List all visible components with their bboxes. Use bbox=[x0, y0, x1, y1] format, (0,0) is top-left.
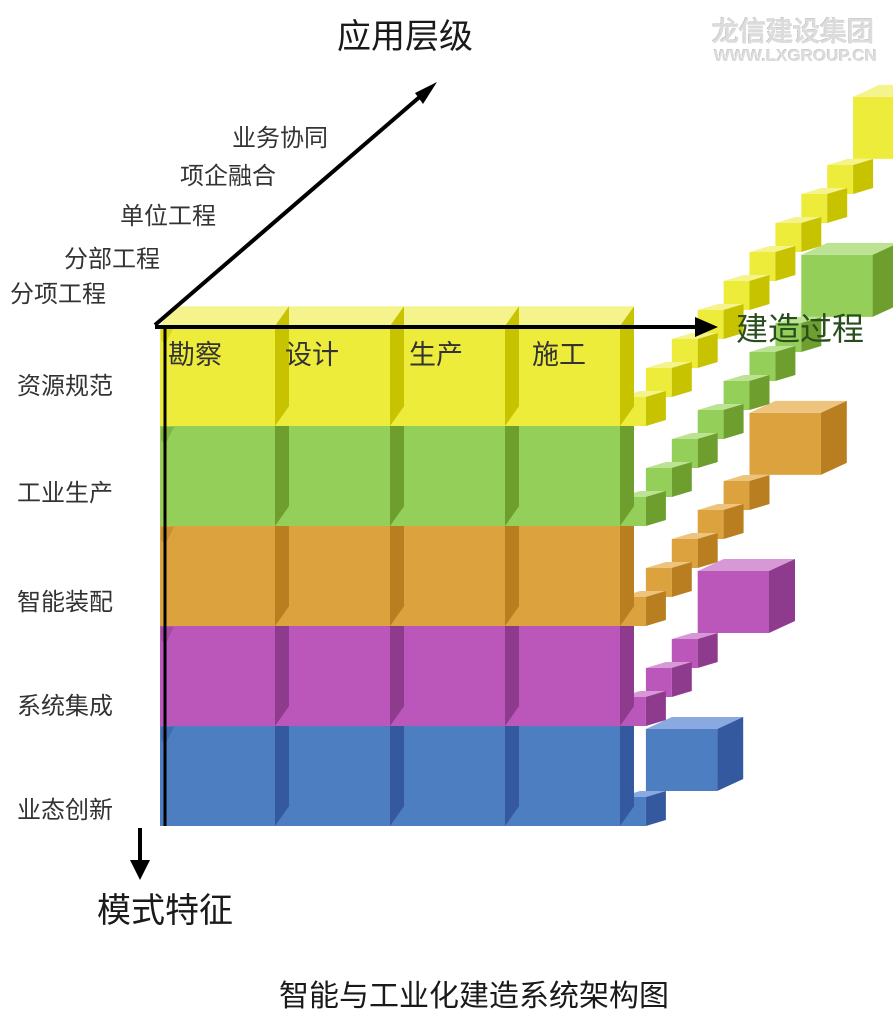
svg-text:智能与工业化建造系统架构图: 智能与工业化建造系统架构图 bbox=[279, 980, 669, 1013]
svg-text:工业生产: 工业生产 bbox=[17, 480, 113, 507]
svg-text:施工: 施工 bbox=[532, 340, 586, 370]
svg-text:业态创新: 业态创新 bbox=[17, 797, 113, 824]
svg-text:系统集成: 系统集成 bbox=[17, 693, 113, 720]
svg-text:项企融合: 项企融合 bbox=[180, 163, 276, 190]
svg-text:勘察: 勘察 bbox=[168, 340, 222, 370]
svg-text:分项工程: 分项工程 bbox=[10, 281, 106, 308]
svg-text:生产: 生产 bbox=[409, 340, 463, 370]
svg-text:业务协同: 业务协同 bbox=[232, 125, 328, 152]
svg-text:资源规范: 资源规范 bbox=[17, 373, 113, 400]
svg-text:单位工程: 单位工程 bbox=[120, 203, 216, 230]
svg-text:模式特征: 模式特征 bbox=[97, 892, 233, 930]
svg-text:分部工程: 分部工程 bbox=[64, 246, 160, 273]
svg-text:设计: 设计 bbox=[285, 340, 339, 370]
svg-text:应用层级: 应用层级 bbox=[337, 18, 473, 56]
svg-text:智能装配: 智能装配 bbox=[17, 589, 113, 616]
svg-text:建造过程: 建造过程 bbox=[736, 311, 864, 347]
